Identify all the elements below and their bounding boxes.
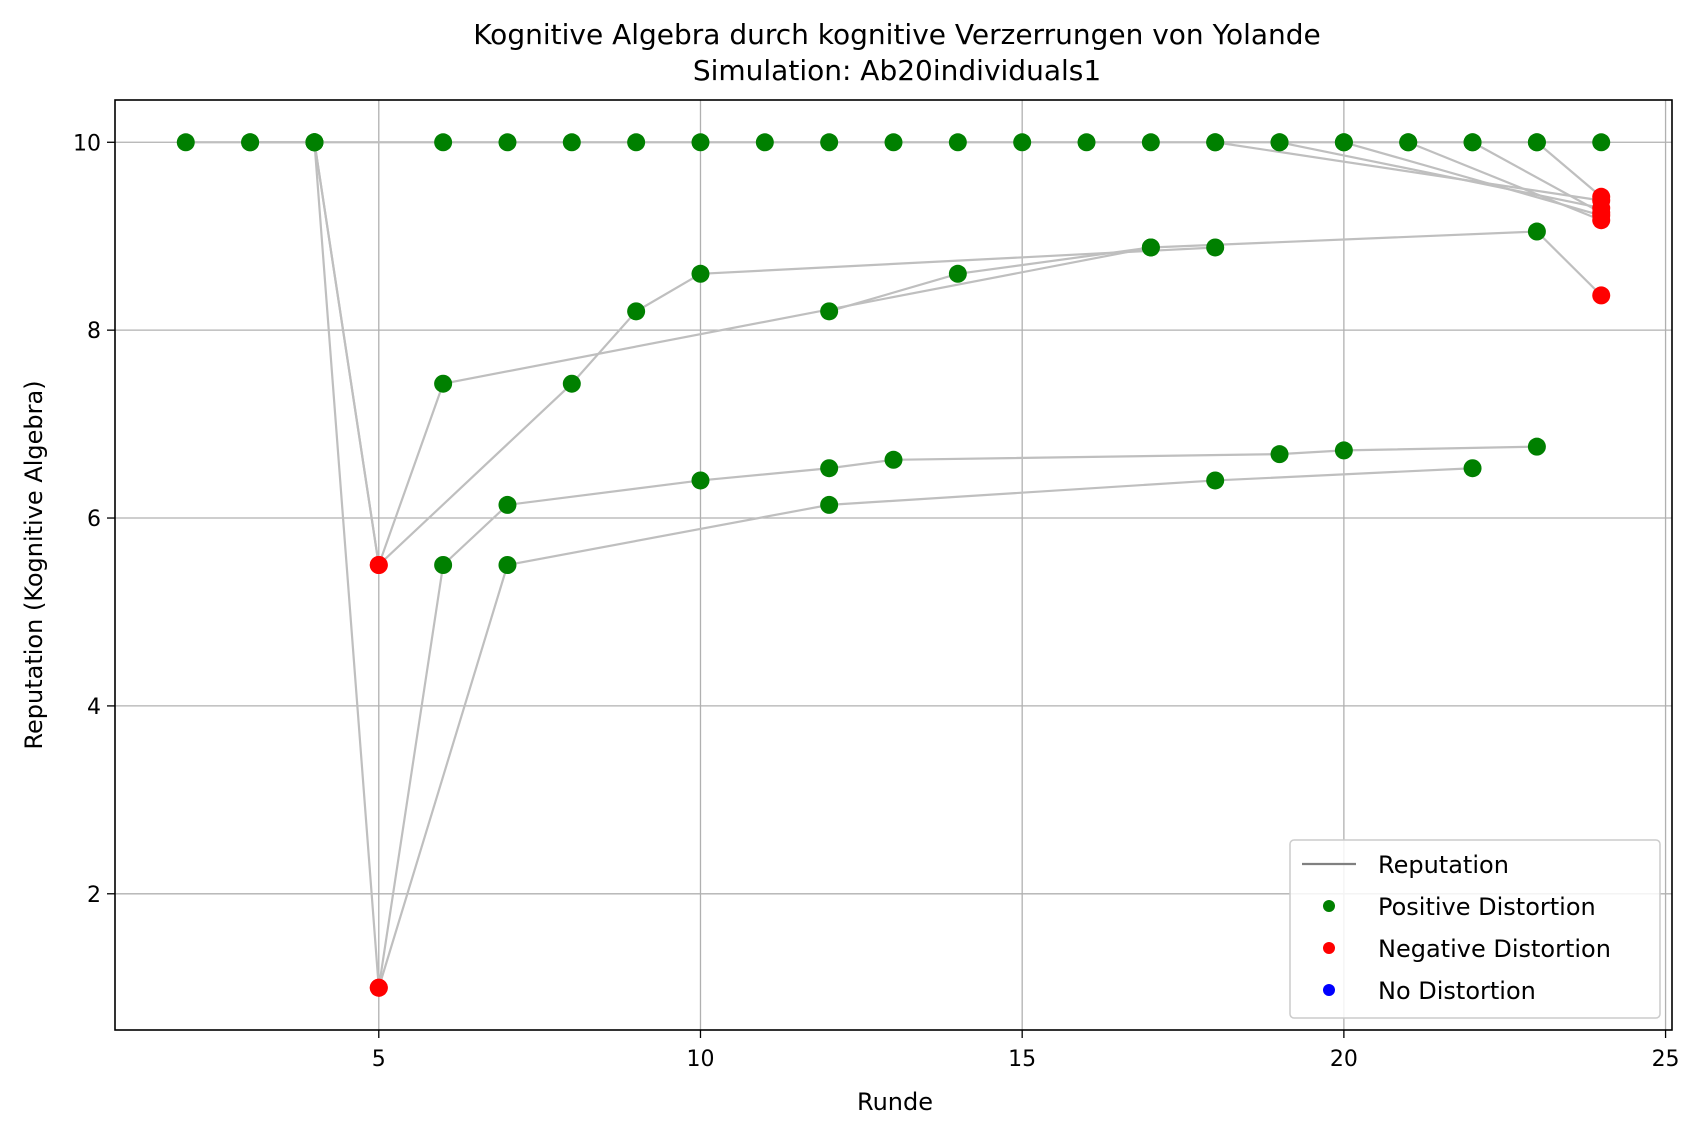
- legend-label: Positive Distortion: [1378, 893, 1596, 921]
- x-tick-label: 5: [372, 1047, 386, 1072]
- positive-distortion-point: [884, 450, 903, 469]
- x-tick-label: 15: [1008, 1047, 1036, 1072]
- negative-distortion-point: [369, 556, 388, 574]
- positive-distortion-point: [1141, 133, 1160, 152]
- positive-distortion-point: [305, 133, 324, 152]
- positive-distortion-point: [562, 133, 581, 152]
- positive-distortion-point: [1334, 133, 1353, 152]
- chart-subtitle: Simulation: Ab20individuals1: [693, 54, 1101, 87]
- positive-distortion-point: [1013, 133, 1032, 152]
- y-tick-label: 2: [87, 883, 101, 908]
- positive-distortion-point: [498, 495, 517, 514]
- negative-distortion-point: [1592, 187, 1611, 206]
- positive-distortion-point: [1206, 133, 1225, 152]
- data-points: [176, 133, 1611, 997]
- positive-distortion-point: [755, 133, 774, 152]
- positive-distortion-point: [691, 133, 710, 152]
- positive-distortion-point: [1592, 133, 1611, 152]
- negative-distortion-point: [369, 978, 388, 997]
- x-axis-ticks: 5 10 15 20 25: [372, 1030, 1680, 1072]
- positive-distortion-point: [691, 471, 710, 490]
- legend-box: [1289, 839, 1661, 1019]
- reputation-line: [1536, 141, 1602, 198]
- positive-distortion-point: [948, 264, 967, 283]
- positive-distortion-point: [176, 133, 195, 152]
- y-tick-label: 4: [87, 695, 101, 720]
- positive-distortion-point: [1463, 459, 1482, 478]
- positive-distortion-point: [1077, 133, 1096, 152]
- positive-distortion-point: [1527, 437, 1546, 456]
- x-tick-label: 20: [1330, 1047, 1358, 1072]
- reputation-line: [313, 142, 1537, 988]
- y-axis-label: Reputation (Kognitive Algebra): [20, 380, 48, 749]
- positive-distortion-point: [884, 133, 903, 152]
- positive-distortion-point: [627, 133, 646, 152]
- legend: Reputation Positive Distortion Negative Di…: [1289, 839, 1661, 1019]
- positive-distortion-point: [627, 302, 646, 321]
- positive-distortion-point: [691, 264, 710, 283]
- positive-distortion-point: [434, 374, 453, 393]
- positive-distortion-point: [1527, 222, 1546, 241]
- positive-distortion-point: [1463, 133, 1482, 152]
- positive-distortion-point: [820, 302, 839, 321]
- positive-distortion-point: [434, 556, 453, 574]
- y-tick-label: 6: [87, 507, 101, 532]
- positive-distortion-point: [1206, 471, 1225, 490]
- positive-distortion-point: [434, 133, 453, 152]
- positive-distortion-point: [1334, 441, 1353, 460]
- reputation-line: [1407, 141, 1602, 222]
- positive-distortion-point: [1206, 238, 1225, 257]
- positive-distortion-point: [1527, 133, 1546, 152]
- positive-distortion-point: [562, 374, 581, 393]
- x-tick-label: 25: [1652, 1047, 1680, 1072]
- positive-distortion-point: [820, 495, 839, 514]
- positive-distortion-point: [820, 133, 839, 152]
- legend-label: No Distortion: [1378, 977, 1536, 1005]
- legend-point-marker: [1323, 900, 1335, 912]
- reputation-line: [1472, 141, 1602, 214]
- positive-distortion-point: [948, 133, 967, 152]
- positive-distortion-point: [1399, 133, 1418, 152]
- legend-label: Negative Distortion: [1378, 935, 1611, 963]
- reputation-line: [1215, 141, 1602, 202]
- positive-distortion-point: [1270, 445, 1289, 464]
- plot-area: [114, 99, 1673, 1031]
- chart-title: Kognitive Algebra durch kognitive Verzer…: [473, 18, 1321, 51]
- y-tick-label: 10: [73, 131, 101, 156]
- y-axis-ticks: 2 4 6 8 10: [73, 131, 115, 908]
- positive-distortion-point: [241, 133, 260, 152]
- positive-distortion-point: [498, 556, 517, 574]
- legend-point-marker: [1323, 942, 1335, 954]
- positive-distortion-point: [1270, 133, 1289, 152]
- y-tick-label: 8: [87, 319, 101, 344]
- positive-distortion-point: [1141, 238, 1160, 257]
- x-tick-label: 10: [686, 1047, 714, 1072]
- negative-distortion-point: [1592, 286, 1611, 305]
- negative-distortion-point: [1592, 203, 1611, 222]
- reputation-line: [1279, 141, 1602, 210]
- positive-distortion-point: [498, 133, 517, 152]
- legend-label: Reputation: [1378, 851, 1509, 879]
- positive-distortion-point: [820, 459, 839, 478]
- legend-point-marker: [1323, 984, 1335, 996]
- x-axis-label: Runde: [857, 1088, 933, 1116]
- reputation-line: [313, 142, 1216, 568]
